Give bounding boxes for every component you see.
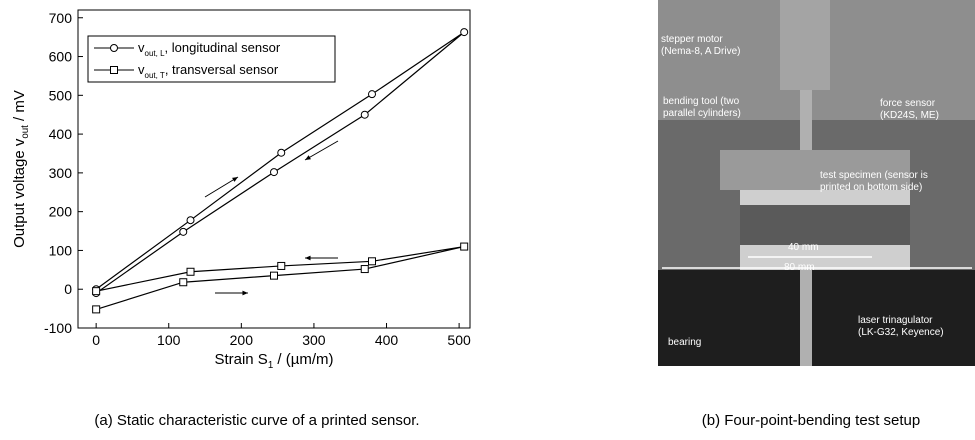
photo-label: 80 mm (784, 262, 815, 273)
bending-tool (720, 150, 910, 190)
arrow-head (305, 155, 311, 160)
x-axis-label-sub: 1 (268, 360, 273, 371)
y-tick-label: -100 (44, 320, 72, 336)
y-tick-label: 400 (49, 126, 73, 142)
photo-label: force sensor (880, 98, 936, 109)
y-tick-label: 200 (49, 204, 73, 220)
legend-box (87, 35, 336, 83)
y-axis-label-sub: out (20, 125, 31, 139)
y-tick-label: 0 (64, 281, 72, 297)
data-point (360, 110, 369, 119)
photo-label: printed on bottom side) (820, 182, 922, 193)
data-point (270, 271, 278, 280)
frame-gap (740, 205, 910, 245)
y-tick-label: 300 (49, 165, 73, 181)
series-line (95, 245, 465, 310)
motor (780, 0, 830, 90)
y-axis-label-text: Output voltage v (11, 138, 28, 248)
photo-label: bending tool (two (663, 96, 740, 107)
data-point (368, 257, 376, 266)
chart: 0 100 200 300 400 500 -100 0 100 200 300 400 500 600 7… (11, 9, 471, 371)
legend-marker (110, 66, 118, 74)
x-tick-label: 100 (157, 332, 181, 348)
legend-suffix: , longitudinal sensor (165, 40, 281, 55)
caption: (b) Four-point-bending test setup (702, 412, 920, 429)
x-tick-label: 400 (375, 332, 399, 348)
caption: (a) Static characteristic curve of a pri… (94, 412, 419, 429)
x-axis-label-text: Strain S (214, 351, 267, 368)
legend-name: v (138, 40, 145, 55)
x-tick-label: 500 (447, 332, 471, 348)
direction-arrow (304, 140, 339, 161)
arrow-head (242, 290, 248, 296)
y-tick-label: 600 (49, 49, 73, 65)
x-tick-label: 0 (92, 332, 100, 348)
data-point (179, 227, 188, 236)
photo-label: stepper motor (661, 34, 723, 45)
x-tick-label: 300 (302, 332, 326, 348)
y-tick-label: 500 (49, 87, 73, 103)
photo-label: laser trinagulator (858, 315, 933, 326)
legend-sub: out, L (145, 49, 166, 58)
data-point (360, 265, 369, 274)
legend-marker (110, 44, 118, 52)
x-tick-label: 200 (230, 332, 254, 348)
y-tick-label: 700 (49, 10, 73, 26)
photo-label: (Nema-8, A Drive) (661, 46, 740, 57)
legend-suffix: , transversal sensor (165, 62, 279, 77)
data-point (277, 261, 286, 270)
data-point (186, 267, 195, 276)
x-axis-label-suffix: / (µm/m) (273, 351, 333, 368)
y-tick-label: 100 (49, 242, 73, 258)
direction-arrow (204, 176, 239, 198)
data-point (270, 168, 278, 177)
y-axis-label: Output voltage vout / mV (11, 90, 31, 248)
photo: stepper motor(Nema-8, A Drive) bending to… (658, 0, 975, 366)
photo-label: (KD24S, ME) (880, 110, 939, 121)
data-point (186, 216, 195, 225)
data-point (92, 287, 101, 296)
photo-label: test specimen (sensor is (820, 170, 928, 181)
legend-label: vout, L, longitudinal sensor (138, 40, 281, 58)
photo-label: 40 mm (788, 242, 819, 253)
arrow-head (305, 255, 311, 261)
photo-label: (LK-G32, Keyence) (858, 327, 944, 338)
legend-sub: out, T (145, 71, 165, 80)
data-point (460, 242, 469, 251)
photo-label: parallel cylinders) (663, 108, 741, 119)
data-point (460, 28, 469, 37)
data-point (277, 148, 286, 157)
data-point (92, 305, 101, 314)
legend-name: v (138, 62, 145, 77)
photo-region (658, 270, 975, 366)
x-axis-label: Strain S1 / (µm/m) (214, 351, 333, 371)
data-point (368, 90, 376, 99)
plot-frame (77, 9, 471, 329)
legend-label: vout, T, transversal sensor (138, 62, 279, 80)
photo-label: bearing (668, 337, 701, 348)
y-axis-label-suffix: / mV (11, 90, 28, 125)
data-point (179, 278, 188, 287)
arrow-head (232, 177, 238, 182)
